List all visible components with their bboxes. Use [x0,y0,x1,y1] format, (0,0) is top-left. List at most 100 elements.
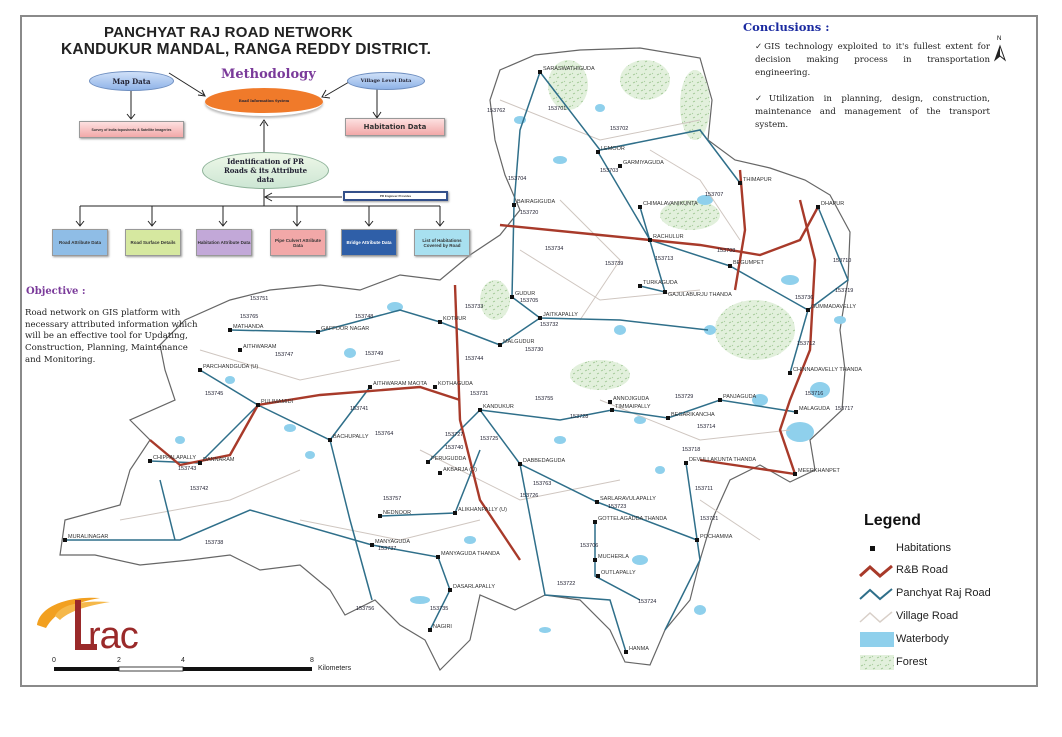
habitation-marker [316,330,320,334]
waterbody [410,596,430,604]
habitation-marker [806,308,810,312]
waterbody [344,348,356,358]
road-number-label: 153706 [580,543,598,549]
place-label: MURALINAGAR [68,534,108,540]
poster-frame [20,15,1038,687]
habitation-marker [378,514,382,518]
waterbody [175,436,185,444]
forest-area [715,300,795,360]
place-label: MUCHERLA [598,554,629,560]
road-number-label: 153745 [205,391,223,397]
legend-label: Waterbody [896,633,949,645]
habitation-marker-icon [870,546,875,551]
habitation-marker [638,205,642,209]
habitation-marker [436,555,440,559]
road-number-label: 153762 [487,108,505,114]
waterbody [834,316,846,324]
waterbody [634,416,646,424]
panchyat-raj-road [229,309,441,333]
panchyat-raj-road [539,71,741,184]
waterbody [539,627,551,633]
methodology-title: Methodology [221,67,316,82]
forest-area [570,360,630,390]
habitation-marker [793,472,797,476]
habitation-marker [794,410,798,414]
place-label: GAJULABURJU THANDA [668,292,732,298]
rb-road [778,199,817,475]
place-label: MALAGUDA [799,406,830,412]
habitation-marker [666,416,670,420]
panchyat-raj-road [511,296,709,331]
place-label: NEDNOOR [383,510,411,516]
forest-area [548,60,588,110]
waterbody-swatch-icon [860,632,894,647]
road-number-label: 153726 [520,493,538,499]
habitation-marker [718,398,722,402]
habitation-marker [624,650,628,654]
forest-area [660,200,720,230]
road-number-label: 153731 [470,391,488,397]
habitation-marker [608,400,612,404]
road-number-label: 153733 [465,304,483,310]
place-label: BEGARIKANCHA [671,412,715,418]
road-information-system-node: Road Information System [205,88,323,116]
habitation-marker [198,461,202,465]
title-line-1: PANCHYAT RAJ ROAD NETWORK [104,24,353,41]
place-label: MANYAGUDA [375,539,410,545]
road-number-label: 153714 [697,424,715,430]
place-label: DABBEDAGUDA [523,458,566,464]
habitation-marker [593,558,597,562]
scale-tick: 4 [181,657,185,664]
road-number-label: 153738 [205,540,223,546]
pr-engineer-box: PR Engineer Provides [343,191,448,201]
output-box: Habitation Attribute Data [196,229,252,256]
habitation-marker [256,403,260,407]
forest-swatch-icon [860,655,894,670]
legend-label: Habitations [896,542,952,554]
waterbody [752,394,768,406]
road-number-label: 153751 [250,296,268,302]
habitation-marker [684,461,688,465]
road-number-label: 153728 [570,414,588,420]
habitation-marker [538,70,542,74]
road-number-label: 153719 [835,288,853,294]
road-number-label: 153721 [700,516,718,522]
road-number-label: 153755 [535,396,553,402]
place-label: TURKAGUDA [643,280,678,286]
panchyat-raj-road [65,509,373,546]
waterbody [554,436,566,444]
place-label: SARASWATHIGUDA [543,66,595,72]
place-label: CHIPPALAPALLY [153,455,196,461]
waterbody [655,466,665,474]
place-label: BAIRAGIGUDA [517,199,556,205]
mandal-boundary [59,47,851,672]
rb-road [733,169,747,291]
habitation-marker [596,574,600,578]
place-label: KOTHAGUDA [438,381,473,387]
habitation-data-box: Habitation Data [345,118,445,136]
place-label: PARCHANDGUDA (U) [203,364,258,370]
habitation-marker [638,284,642,288]
conclusions-heading: Conclusions : [743,20,830,34]
village-road [419,449,621,501]
scale-bar [54,666,312,672]
trac-logo: rac [37,597,139,657]
place-label: PERUGUDDA [431,456,466,462]
road-number-label: 153724 [638,599,656,605]
habitation-marker [228,328,232,332]
habitation-marker [438,471,442,475]
map-data-node: Map Data [89,71,174,91]
place-label: DASARLAPALLY [453,584,495,590]
survey-box: Survey of India toposheets & Satellite I… [79,121,184,138]
output-box: List of Habitations Covered by Road [414,229,470,256]
road-number-label: 153744 [465,356,483,362]
place-label: PULIMAMIDI [261,399,294,405]
place-label: GUDUR [515,291,535,297]
place-label: HANMA [629,646,649,652]
village-road [119,469,301,521]
road-number-label: 153716 [805,391,823,397]
place-label: AITHWARAM MAOTA [373,381,427,387]
habitation-marker [618,164,622,168]
scale-tick: 2 [117,657,121,664]
road-number-label: 153732 [540,322,558,328]
